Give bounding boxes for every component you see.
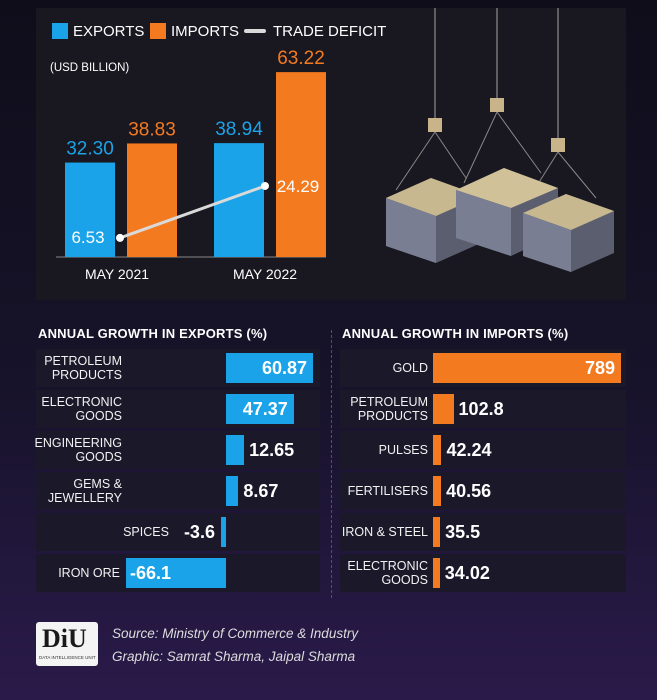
imports-growth-bar: [433, 435, 442, 465]
category-label-may-2021: MAY 2021: [85, 266, 149, 282]
exports-growth-category-label: GEMS & JEWELLERY: [47, 477, 122, 505]
logo-subtitle: DATA INTELLIGENCE UNIT: [39, 655, 96, 660]
bar-imports-may-2022: [276, 72, 326, 257]
label-exports-may-2021: 32.30: [66, 139, 114, 160]
imports-growth-category-label: IRON & STEEL: [341, 525, 428, 539]
exports-growth-row: PETROLEUM PRODUCTS 60.87: [36, 349, 320, 387]
imports-growth-row: FERTILISERS 40.56: [340, 472, 626, 510]
exports-growth-category-label: PETROLEUM PRODUCTS: [44, 354, 122, 382]
legend-imports-label: IMPORTS: [171, 23, 239, 40]
section-divider: [331, 330, 332, 598]
exports-growth-bar: [226, 353, 314, 383]
imports-growth-bar: [433, 476, 442, 506]
imports-growth-value-label: 40.56: [446, 480, 492, 501]
imports-growth-row: ELECTRONIC GOODS 34.02: [340, 554, 626, 592]
units-label: (USD BILLION): [50, 62, 129, 74]
exports-growth-category-label: IRON ORE: [58, 566, 120, 580]
shipping-containers-illustration: [386, 8, 614, 272]
imports-growth-category-label: PULSES: [378, 443, 428, 457]
imports-growth-value-label: 34.02: [444, 562, 490, 583]
imports-growth-value-label: 35.5: [445, 521, 481, 542]
exports-growth-row: ENGINEERING GOODS 12.65: [34, 431, 320, 469]
exports-growth-value-label: -3.6: [183, 521, 215, 542]
label-imports-may-2021: 38.83: [128, 119, 176, 140]
exports-growth-category-label: SPICES: [123, 525, 169, 539]
trade-deficit-line: [119, 184, 266, 240]
exports-growth-row: IRON ORE -66.1: [36, 554, 320, 592]
imports-growth-bar: [433, 517, 441, 547]
imports-growth-category-label: PETROLEUM PRODUCTS: [350, 395, 428, 423]
legend-deficit-label: TRADE DEFICIT: [273, 23, 386, 40]
diu-logo: DiU DATA INTELLIGENCE UNIT: [36, 622, 98, 666]
trade-chart-panel: EXPORTS IMPORTS TRADE DEFICIT (USD BILLI…: [36, 8, 626, 300]
trade-deficit-label-2021: 6.53: [71, 228, 104, 247]
exports-growth-bar: [226, 476, 239, 506]
imports-growth-value-label: 789: [584, 357, 615, 378]
label-imports-may-2022: 63.22: [277, 48, 325, 69]
footer: DiU DATA INTELLIGENCE UNIT Source: Minis…: [36, 618, 436, 668]
exports-growth-bar: [226, 394, 294, 424]
exports-growth-category-label: ENGINEERING GOODS: [34, 436, 122, 464]
imports-growth-category-label: GOLD: [392, 361, 428, 375]
imports-growth-row: PULSES 42.24: [340, 431, 626, 469]
legend-exports-swatch: [52, 23, 68, 39]
exports-growth-value-label: -66.1: [130, 562, 172, 583]
exports-growth-row: ELECTRONIC GOODS 47.37: [36, 390, 320, 428]
legend-exports-label: EXPORTS: [73, 23, 144, 40]
category-label-may-2022: MAY 2022: [233, 266, 297, 282]
exports-growth-category-label: ELECTRONIC GOODS: [41, 395, 122, 423]
bar-imports-may-2021: [127, 143, 177, 257]
exports-growth-title: ANNUAL GROWTH IN EXPORTS (%): [38, 326, 268, 341]
exports-growth-bar: [226, 435, 245, 465]
imports-growth-title: ANNUAL GROWTH IN IMPORTS (%): [342, 326, 569, 341]
label-exports-may-2022: 38.94: [215, 119, 263, 140]
imports-growth-bar: [433, 394, 454, 424]
legend-imports-swatch: [150, 23, 166, 39]
trade-deficit-point-2022: [261, 181, 269, 190]
imports-growth-category-label: FERTILISERS: [347, 484, 428, 498]
trade-deficit-point-2021: [116, 233, 124, 242]
exports-growth-value-label: 60.87: [262, 357, 308, 378]
exports-growth-row: SPICES -3.6: [36, 513, 320, 551]
exports-growth-row: GEMS & JEWELLERY 8.67: [36, 472, 320, 510]
exports-growth-bar: [126, 558, 226, 588]
imports-growth-value-label: 42.24: [446, 439, 492, 460]
graphic-credit: Graphic: Samrat Sharma, Jaipal Sharma: [112, 649, 356, 664]
logo-text: DiU: [42, 624, 87, 653]
imports-growth-row: GOLD 789: [340, 349, 626, 387]
trade-deficit-label-2022: 24.29: [277, 177, 320, 196]
imports-growth-bar: [433, 558, 440, 588]
exports-growth-value-label: 12.65: [249, 439, 295, 460]
exports-growth-value-label: 8.67: [243, 480, 279, 501]
imports-growth-row: PETROLEUM PRODUCTS 102.8: [340, 390, 626, 428]
trade-chart: EXPORTS IMPORTS TRADE DEFICIT (USD BILLI…: [50, 8, 614, 282]
exports-growth-value-label: 47.37: [242, 398, 288, 419]
imports-growth-value-label: 102.8: [458, 398, 504, 419]
exports-growth-bar: [220, 517, 226, 547]
source-credit: Source: Ministry of Commerce & Industry: [112, 626, 359, 641]
imports-growth-category-label: ELECTRONIC GOODS: [347, 559, 428, 587]
imports-growth-row: IRON & STEEL 35.5: [340, 513, 626, 551]
bar-exports-may-2021: [65, 162, 115, 257]
imports-growth-bar: [433, 353, 621, 383]
